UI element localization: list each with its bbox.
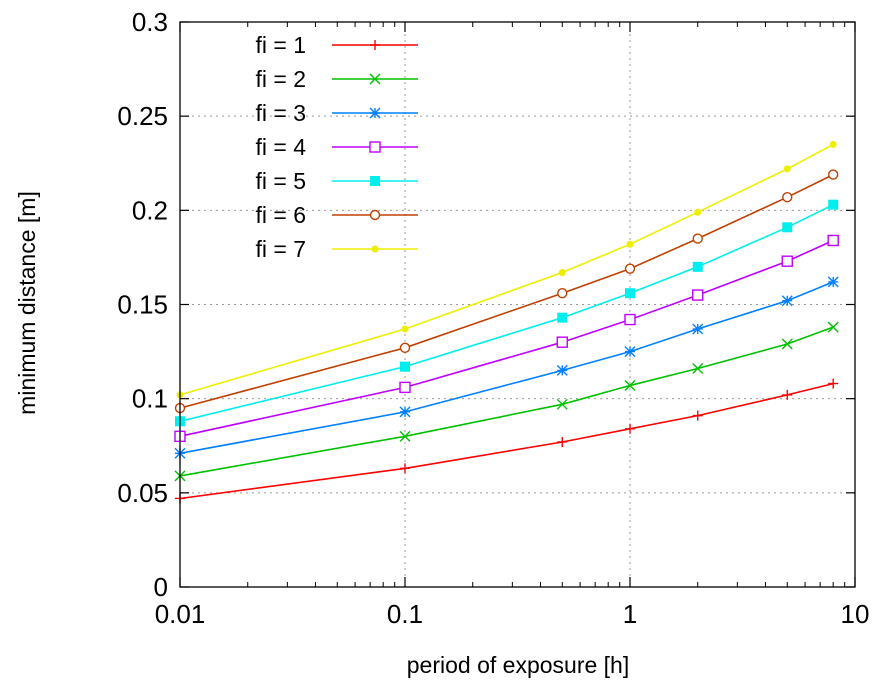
x-tick-label: 0.1	[387, 599, 423, 629]
legend-item: fi = 5	[255, 168, 418, 194]
data-point	[369, 107, 381, 119]
data-point	[827, 276, 839, 288]
legend-item: fi = 2	[255, 66, 418, 92]
legend-label: fi = 3	[255, 100, 306, 126]
legend-label: fi = 4	[255, 134, 306, 160]
y-tick-label: 0.25	[117, 101, 168, 131]
y-tick-label: 0.3	[132, 7, 168, 37]
data-point	[399, 381, 411, 394]
legend-label: fi = 6	[255, 202, 306, 228]
data-point	[399, 430, 411, 442]
series-6	[174, 169, 839, 414]
series-line	[179, 326, 834, 477]
data-point	[829, 140, 837, 148]
data-point	[694, 208, 702, 216]
data-point	[371, 245, 379, 253]
data-point	[557, 288, 568, 299]
axis-ticks: 0 0.05 0.1 0.15 0.2 0.25 0.3 0.01 0.1 1 10	[117, 7, 869, 629]
data-point	[828, 378, 839, 389]
series-2	[174, 321, 839, 482]
data-point	[624, 346, 636, 358]
series-line	[179, 281, 834, 455]
data-point	[692, 261, 703, 272]
legend-item: fi = 1	[255, 32, 418, 58]
y-tick-label: 0.15	[117, 290, 168, 320]
x-tick-label: 0.01	[155, 599, 206, 629]
data-point	[692, 289, 704, 301]
legend-label: fi = 1	[255, 32, 306, 58]
legend: fi = 1 fi = 2 fi = 3 fi = 4 fi = 5 fi = 6 fi =…	[255, 32, 418, 262]
legend-item: fi = 4	[255, 134, 418, 160]
data-point	[624, 379, 636, 391]
data-point	[692, 233, 703, 244]
data-point	[369, 141, 381, 153]
data-point	[827, 321, 839, 333]
data-point	[401, 325, 409, 333]
y-tick-label: 0.05	[117, 478, 168, 508]
data-point	[827, 234, 839, 247]
legend-label: fi = 5	[255, 168, 306, 194]
data-point	[692, 410, 703, 421]
series-layer	[174, 140, 839, 504]
data-point	[781, 255, 793, 267]
y-tick-label: 0.1	[132, 384, 168, 414]
data-point	[624, 263, 636, 274]
series-1	[175, 378, 839, 504]
legend-item: fi = 3	[255, 100, 418, 126]
data-point	[400, 361, 410, 372]
data-point	[827, 169, 839, 180]
y-axis-label: minimum distance [m]	[14, 191, 40, 415]
y-tick-label: 0	[154, 572, 168, 602]
grid	[180, 22, 855, 587]
data-point	[370, 40, 380, 50]
data-point	[692, 323, 704, 335]
data-point	[558, 268, 566, 276]
data-point	[782, 389, 793, 400]
data-point	[782, 222, 793, 233]
x-axis-label: period of exposure [h]	[407, 652, 629, 678]
data-point	[624, 313, 636, 326]
series-line	[179, 382, 834, 500]
data-point	[781, 338, 793, 350]
data-point	[692, 363, 704, 375]
x-tick-label: 10	[841, 599, 870, 629]
data-point	[625, 288, 635, 299]
data-point	[369, 209, 381, 221]
data-point	[400, 463, 410, 474]
legend-label: fi = 2	[255, 66, 306, 92]
data-point	[782, 191, 793, 203]
data-point	[370, 176, 380, 186]
legend-label: fi = 7	[255, 236, 306, 262]
legend-item: fi = 7	[255, 236, 418, 262]
data-point	[626, 240, 634, 248]
data-point	[369, 73, 381, 85]
data-point	[783, 165, 791, 173]
data-point	[625, 423, 635, 434]
x-tick-label: 1	[623, 599, 637, 629]
data-point	[557, 436, 568, 447]
data-point	[556, 398, 568, 410]
data-point	[828, 199, 839, 210]
data-point	[556, 336, 568, 348]
data-point	[556, 364, 568, 376]
y-tick-label: 0.2	[132, 195, 168, 225]
data-point	[399, 342, 411, 354]
series-7	[176, 140, 837, 399]
data-point	[557, 312, 568, 323]
legend-item: fi = 6	[255, 202, 418, 228]
data-point	[781, 295, 793, 307]
data-point	[399, 406, 411, 418]
series-4	[174, 234, 839, 443]
